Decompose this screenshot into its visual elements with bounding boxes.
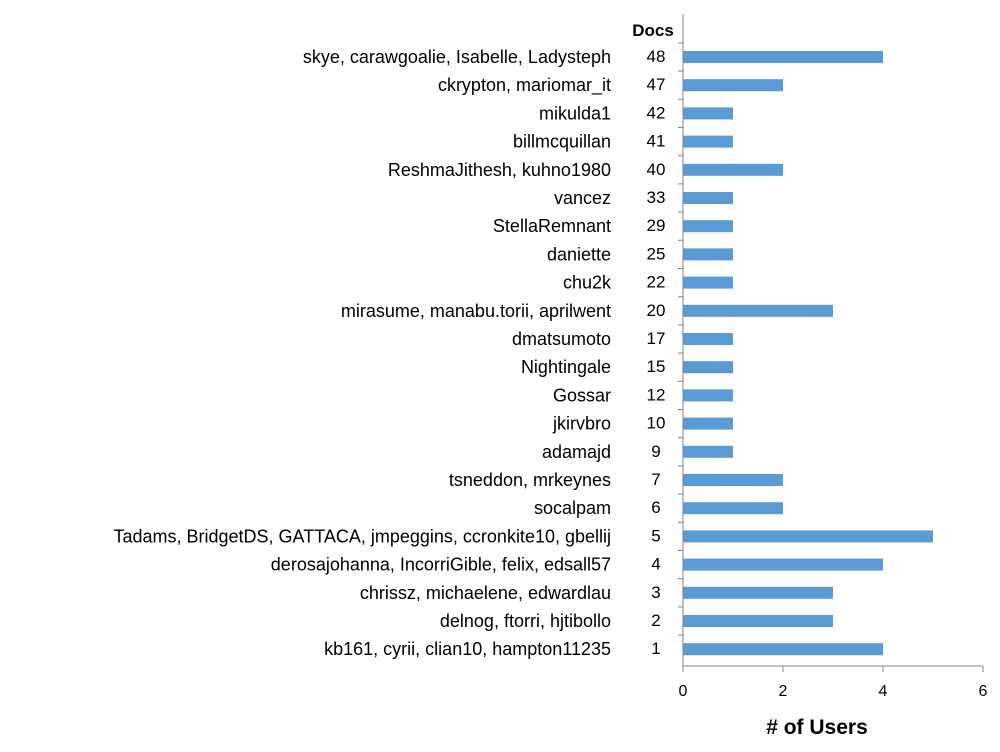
user-names-label: StellaRemnant	[493, 216, 611, 236]
x-tick-label: 4	[879, 683, 888, 700]
x-tick-label: 0	[679, 683, 688, 700]
user-names-label: Gossar	[553, 385, 611, 405]
docs-count-label: 4	[651, 555, 660, 574]
bar	[683, 417, 733, 430]
docs-count-label: 17	[647, 329, 666, 348]
docs-count-label: 25	[647, 244, 666, 263]
docs-count-label: 9	[651, 442, 660, 461]
bar	[683, 530, 933, 543]
docs-count-label: 6	[651, 498, 660, 517]
docs-count-label: 5	[651, 526, 660, 545]
user-names-label: ckrypton, mariomar_it	[438, 75, 611, 96]
bars-layer	[678, 42, 933, 656]
docs-count-label: 10	[647, 414, 666, 433]
bar	[683, 163, 783, 176]
docs-count-label: 7	[651, 470, 660, 489]
x-axis-title: # of Users	[766, 716, 868, 739]
bar	[683, 192, 733, 204]
user-names-label: adamajd	[542, 442, 611, 462]
docs-count-label: 29	[647, 216, 666, 235]
bar	[683, 276, 733, 289]
x-tick-label: 2	[779, 683, 788, 700]
user-names-label: mirasume, manabu.torii, aprilwent	[341, 301, 611, 321]
bar	[683, 445, 733, 458]
user-names-label: kb161, cyrii, clian10, hampton11235	[324, 639, 611, 659]
docs-count-label: 1	[651, 639, 660, 658]
bar	[683, 502, 783, 515]
bar	[683, 248, 733, 261]
bar	[683, 51, 883, 63]
docs-count-label: 20	[647, 301, 666, 320]
labels-layer: skye, carawgoalie, Isabelle, Ladysteph 48…	[113, 47, 665, 659]
user-names-label: ReshmaJithesh, kuhno1980	[388, 160, 611, 180]
user-names-label: Tadams, BridgetDS, GATTACA, jmpeggins, c…	[113, 526, 611, 546]
docs-count-label: 40	[647, 160, 666, 179]
bar	[683, 333, 733, 345]
bar	[683, 586, 833, 599]
docs-count-label: 12	[647, 385, 666, 404]
bar	[683, 474, 783, 486]
bar	[683, 361, 733, 374]
bar	[683, 220, 733, 233]
bar	[683, 615, 833, 627]
user-names-label: chrissz, michaelene, edwardlau	[360, 583, 611, 603]
x-ticks-layer: 0 2 4 6	[679, 666, 988, 700]
user-names-label: delnog, ftorri, hjtibollo	[440, 611, 611, 631]
bar	[683, 558, 883, 571]
user-names-label: vancez	[554, 188, 611, 208]
user-names-label: derosajohanna, IncorriGible, felix, edsa…	[271, 555, 611, 575]
bar	[683, 389, 733, 402]
docs-count-label: 48	[647, 47, 666, 66]
bar	[683, 79, 783, 92]
docs-count-label: 15	[647, 357, 666, 376]
user-names-label: chu2k	[563, 273, 612, 293]
user-names-label: skye, carawgoalie, Isabelle, Ladysteph	[303, 47, 611, 67]
docs-count-label: 22	[647, 273, 666, 292]
bar	[683, 135, 733, 148]
user-names-label: socalpam	[534, 498, 611, 518]
docs-count-label: 41	[647, 132, 666, 151]
bar	[683, 304, 833, 317]
user-names-label: dmatsumoto	[512, 329, 611, 349]
x-tick-label: 6	[979, 683, 988, 700]
docs-count-label: 42	[647, 103, 666, 122]
bar	[683, 643, 883, 656]
user-names-label: Nightingale	[521, 357, 611, 377]
docs-count-label: 33	[647, 188, 666, 207]
docs-count-label: 3	[651, 583, 660, 602]
user-names-label: jkirvbro	[552, 414, 611, 434]
docs-column-header: Docs	[632, 21, 674, 40]
docs-count-label: 2	[651, 611, 660, 630]
user-names-label: billmcquillan	[513, 132, 611, 152]
user-names-label: daniette	[547, 244, 611, 264]
axis-layer	[682, 14, 983, 667]
docs-count-label: 47	[647, 75, 666, 94]
bar	[683, 107, 733, 120]
user-names-label: mikulda1	[539, 103, 611, 123]
user-names-label: tsneddon, mrkeynes	[449, 470, 611, 490]
